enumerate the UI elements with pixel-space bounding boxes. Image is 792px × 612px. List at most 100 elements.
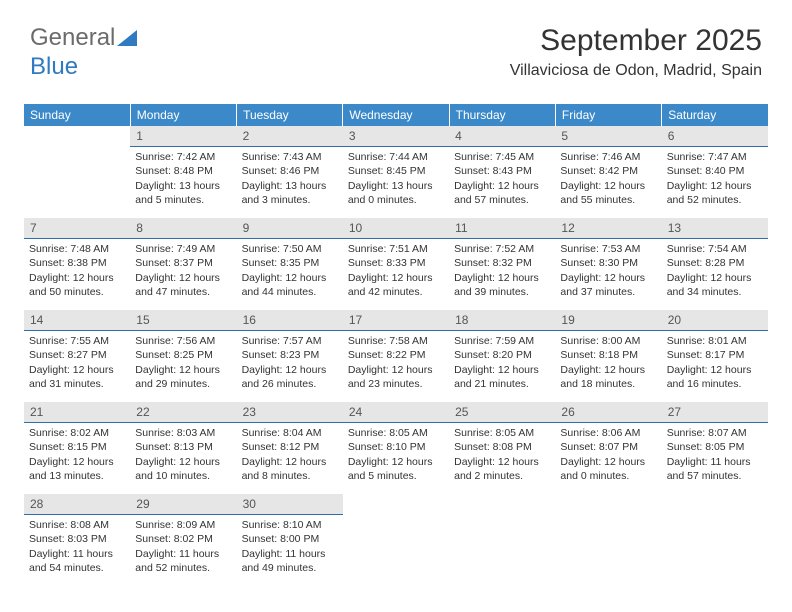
calendar-week-row: 28Sunrise: 8:08 AMSunset: 8:03 PMDayligh… <box>24 494 768 586</box>
day-number: 30 <box>237 494 343 515</box>
sunrise-text: Sunrise: 7:45 AM <box>454 150 550 164</box>
daylight-text: Daylight: 11 hours and 52 minutes. <box>135 547 231 575</box>
calendar-cell: 14Sunrise: 7:55 AMSunset: 8:27 PMDayligh… <box>24 310 130 402</box>
brand-part1: General <box>30 24 115 51</box>
day-body: Sunrise: 7:51 AMSunset: 8:33 PMDaylight:… <box>343 239 449 302</box>
logo-triangle-icon <box>117 25 137 53</box>
day-number: 10 <box>343 218 449 239</box>
day-number: 22 <box>130 402 236 423</box>
daylight-text: Daylight: 13 hours and 0 minutes. <box>348 179 444 207</box>
day-body: Sunrise: 7:58 AMSunset: 8:22 PMDaylight:… <box>343 331 449 394</box>
day-body: Sunrise: 8:10 AMSunset: 8:00 PMDaylight:… <box>237 515 343 578</box>
sunset-text: Sunset: 8:35 PM <box>242 256 338 270</box>
daylight-text: Daylight: 12 hours and 23 minutes. <box>348 363 444 391</box>
calendar-cell: 13Sunrise: 7:54 AMSunset: 8:28 PMDayligh… <box>662 218 768 310</box>
sunset-text: Sunset: 8:37 PM <box>135 256 231 270</box>
day-number: 4 <box>449 126 555 147</box>
sunset-text: Sunset: 8:40 PM <box>667 164 763 178</box>
daylight-text: Daylight: 12 hours and 34 minutes. <box>667 271 763 299</box>
calendar-cell: 19Sunrise: 8:00 AMSunset: 8:18 PMDayligh… <box>555 310 661 402</box>
sunset-text: Sunset: 8:45 PM <box>348 164 444 178</box>
day-body: Sunrise: 7:55 AMSunset: 8:27 PMDaylight:… <box>24 331 130 394</box>
page-header: September 2025 Villaviciosa de Odon, Mad… <box>510 24 762 80</box>
daylight-text: Daylight: 13 hours and 5 minutes. <box>135 179 231 207</box>
daylight-text: Daylight: 12 hours and 55 minutes. <box>560 179 656 207</box>
sunrise-text: Sunrise: 7:53 AM <box>560 242 656 256</box>
sunrise-text: Sunrise: 8:03 AM <box>135 426 231 440</box>
day-number: 6 <box>662 126 768 147</box>
daylight-text: Daylight: 12 hours and 8 minutes. <box>242 455 338 483</box>
day-number: 11 <box>449 218 555 239</box>
calendar-cell: 25Sunrise: 8:05 AMSunset: 8:08 PMDayligh… <box>449 402 555 494</box>
calendar-cell: 28Sunrise: 8:08 AMSunset: 8:03 PMDayligh… <box>24 494 130 586</box>
day-number: 21 <box>24 402 130 423</box>
sunset-text: Sunset: 8:27 PM <box>29 348 125 362</box>
calendar-cell: 15Sunrise: 7:56 AMSunset: 8:25 PMDayligh… <box>130 310 236 402</box>
daylight-text: Daylight: 12 hours and 50 minutes. <box>29 271 125 299</box>
daylight-text: Daylight: 12 hours and 52 minutes. <box>667 179 763 207</box>
sunrise-text: Sunrise: 7:46 AM <box>560 150 656 164</box>
day-body: Sunrise: 8:01 AMSunset: 8:17 PMDaylight:… <box>662 331 768 394</box>
calendar-cell: 17Sunrise: 7:58 AMSunset: 8:22 PMDayligh… <box>343 310 449 402</box>
day-body: Sunrise: 8:02 AMSunset: 8:15 PMDaylight:… <box>24 423 130 486</box>
calendar-cell: 2Sunrise: 7:43 AMSunset: 8:46 PMDaylight… <box>237 126 343 218</box>
day-body: Sunrise: 7:45 AMSunset: 8:43 PMDaylight:… <box>449 147 555 210</box>
day-body: Sunrise: 7:52 AMSunset: 8:32 PMDaylight:… <box>449 239 555 302</box>
daylight-text: Daylight: 12 hours and 47 minutes. <box>135 271 231 299</box>
sunset-text: Sunset: 8:22 PM <box>348 348 444 362</box>
sunset-text: Sunset: 8:02 PM <box>135 532 231 546</box>
calendar-cell <box>662 494 768 586</box>
calendar-cell: 24Sunrise: 8:05 AMSunset: 8:10 PMDayligh… <box>343 402 449 494</box>
calendar-week-row: 14Sunrise: 7:55 AMSunset: 8:27 PMDayligh… <box>24 310 768 402</box>
day-body: Sunrise: 7:59 AMSunset: 8:20 PMDaylight:… <box>449 331 555 394</box>
sunrise-text: Sunrise: 7:54 AM <box>667 242 763 256</box>
daylight-text: Daylight: 13 hours and 3 minutes. <box>242 179 338 207</box>
calendar-cell <box>555 494 661 586</box>
sunrise-text: Sunrise: 8:05 AM <box>348 426 444 440</box>
day-number: 9 <box>237 218 343 239</box>
day-number: 26 <box>555 402 661 423</box>
daylight-text: Daylight: 12 hours and 42 minutes. <box>348 271 444 299</box>
daylight-text: Daylight: 12 hours and 29 minutes. <box>135 363 231 391</box>
sunset-text: Sunset: 8:15 PM <box>29 440 125 454</box>
sunrise-text: Sunrise: 8:00 AM <box>560 334 656 348</box>
sunset-text: Sunset: 8:23 PM <box>242 348 338 362</box>
sunset-text: Sunset: 8:25 PM <box>135 348 231 362</box>
sunset-text: Sunset: 8:43 PM <box>454 164 550 178</box>
daylight-text: Daylight: 12 hours and 0 minutes. <box>560 455 656 483</box>
calendar-cell: 8Sunrise: 7:49 AMSunset: 8:37 PMDaylight… <box>130 218 236 310</box>
sunrise-text: Sunrise: 7:55 AM <box>29 334 125 348</box>
day-body: Sunrise: 7:53 AMSunset: 8:30 PMDaylight:… <box>555 239 661 302</box>
day-body: Sunrise: 7:57 AMSunset: 8:23 PMDaylight:… <box>237 331 343 394</box>
sunset-text: Sunset: 8:05 PM <box>667 440 763 454</box>
daylight-text: Daylight: 12 hours and 39 minutes. <box>454 271 550 299</box>
day-number: 20 <box>662 310 768 331</box>
calendar-cell: 12Sunrise: 7:53 AMSunset: 8:30 PMDayligh… <box>555 218 661 310</box>
location-text: Villaviciosa de Odon, Madrid, Spain <box>510 62 762 80</box>
day-body: Sunrise: 8:08 AMSunset: 8:03 PMDaylight:… <box>24 515 130 578</box>
day-number: 5 <box>555 126 661 147</box>
day-number: 8 <box>130 218 236 239</box>
calendar-cell: 30Sunrise: 8:10 AMSunset: 8:00 PMDayligh… <box>237 494 343 586</box>
sunset-text: Sunset: 8:08 PM <box>454 440 550 454</box>
calendar-cell: 6Sunrise: 7:47 AMSunset: 8:40 PMDaylight… <box>662 126 768 218</box>
calendar-cell: 22Sunrise: 8:03 AMSunset: 8:13 PMDayligh… <box>130 402 236 494</box>
day-number: 28 <box>24 494 130 515</box>
sunset-text: Sunset: 8:12 PM <box>242 440 338 454</box>
sunrise-text: Sunrise: 7:59 AM <box>454 334 550 348</box>
daylight-text: Daylight: 12 hours and 5 minutes. <box>348 455 444 483</box>
sunset-text: Sunset: 8:18 PM <box>560 348 656 362</box>
daylight-text: Daylight: 12 hours and 18 minutes. <box>560 363 656 391</box>
day-body: Sunrise: 7:48 AMSunset: 8:38 PMDaylight:… <box>24 239 130 302</box>
calendar-cell: 3Sunrise: 7:44 AMSunset: 8:45 PMDaylight… <box>343 126 449 218</box>
daylight-text: Daylight: 11 hours and 49 minutes. <box>242 547 338 575</box>
sunset-text: Sunset: 8:07 PM <box>560 440 656 454</box>
page-title: September 2025 <box>510 24 762 58</box>
sunset-text: Sunset: 8:42 PM <box>560 164 656 178</box>
calendar-cell: 4Sunrise: 7:45 AMSunset: 8:43 PMDaylight… <box>449 126 555 218</box>
day-body: Sunrise: 7:46 AMSunset: 8:42 PMDaylight:… <box>555 147 661 210</box>
day-number: 27 <box>662 402 768 423</box>
calendar-cell <box>24 126 130 218</box>
sunrise-text: Sunrise: 7:50 AM <box>242 242 338 256</box>
calendar-cell: 5Sunrise: 7:46 AMSunset: 8:42 PMDaylight… <box>555 126 661 218</box>
